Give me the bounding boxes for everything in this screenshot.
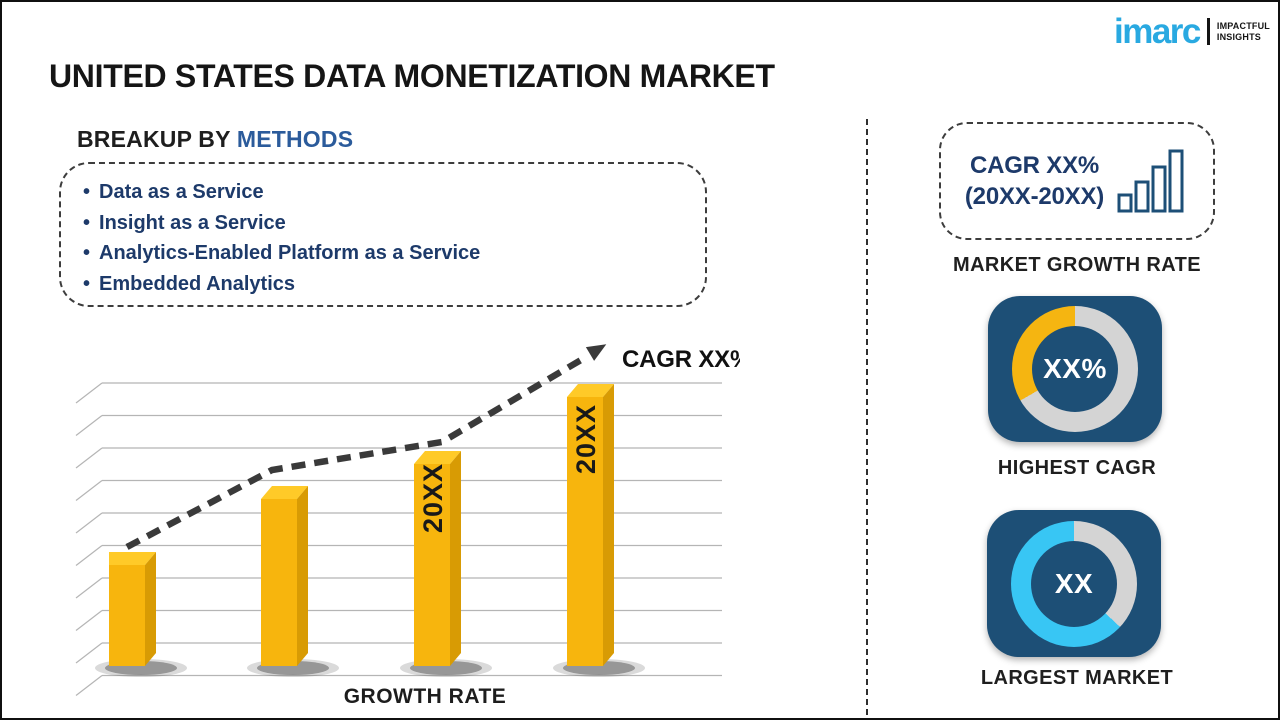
breakup-heading-highlight: METHODS [236,126,354,152]
highest-cagr-card: XX% [988,296,1162,442]
cagr-range-text: CAGR XX% (20XX-20XX) [965,150,1104,212]
market-growth-rate-box: CAGR XX% (20XX-20XX) [939,122,1215,240]
trend-dashed-line [125,354,588,550]
market-growth-rate-label: MARKET GROWTH RATE [953,254,1201,276]
bar-3: 20XX [414,451,461,666]
bar-4: 20XX [567,384,614,666]
largest-market-card: XX [987,510,1161,657]
bar-1 [109,552,156,666]
bar-chart-canvas: 20XX 20XX CAGR XX% GROWTH RATE [75,344,751,708]
largest-market-value: XX [1054,567,1094,599]
bar-shadows [95,659,645,677]
methods-list-box: Data as a Service Insight as a Service A… [59,162,707,307]
page-title: UNITED STATES DATA MONETIZATION MARKET [49,58,775,94]
ascending-bars-icon [1117,149,1184,213]
bar-2 [261,486,308,666]
imarc-logo-wordmark: imarc [1113,12,1201,51]
chart-gridlines [75,382,722,696]
breakup-heading: BREAKUP BY METHODS [77,126,353,153]
cagr-annotation: CAGR XX% [622,346,740,373]
logo-tagline: IMPACTFUL INSIGHTS [1217,21,1270,42]
bar-4-year-label: 20XX [571,404,601,474]
highest-cagr-value: XX% [1043,353,1107,384]
list-item: Embedded Analytics [83,269,687,300]
logo-tagline-line1: IMPACTFUL [1216,21,1270,31]
largest-market-donut-chart: XX [1011,520,1137,647]
cagr-line2: (20XX-20XX) [964,183,1105,210]
logo-divider [1206,18,1210,45]
breakup-heading-prefix: BREAKUP BY [77,126,231,152]
list-item: Data as a Service [83,177,687,208]
bar-3-year-label: 20XX [418,463,448,533]
growth-rate-bar-chart: 20XX 20XX CAGR XX% GROWTH RATE [50,337,751,718]
imarc-logo: imarc IMPACTFUL INSIGHTS [1114,14,1270,49]
logo-tagline-line2: INSIGHTS [1216,31,1261,42]
cagr-line1: CAGR XX% [969,152,1100,179]
list-item: Analytics-Enabled Platform as a Service [83,238,687,269]
x-axis-label: GROWTH RATE [344,685,507,708]
bar-series: 20XX 20XX [109,384,614,666]
list-item: Insight as a Service [83,208,687,239]
largest-market-label: LARGEST MARKET [980,667,1174,689]
section-divider [866,119,868,715]
trend-arrowhead-icon [585,344,607,361]
highest-cagr-donut-chart: XX% [1012,306,1138,432]
highest-cagr-label: HIGHEST CAGR [997,457,1157,479]
